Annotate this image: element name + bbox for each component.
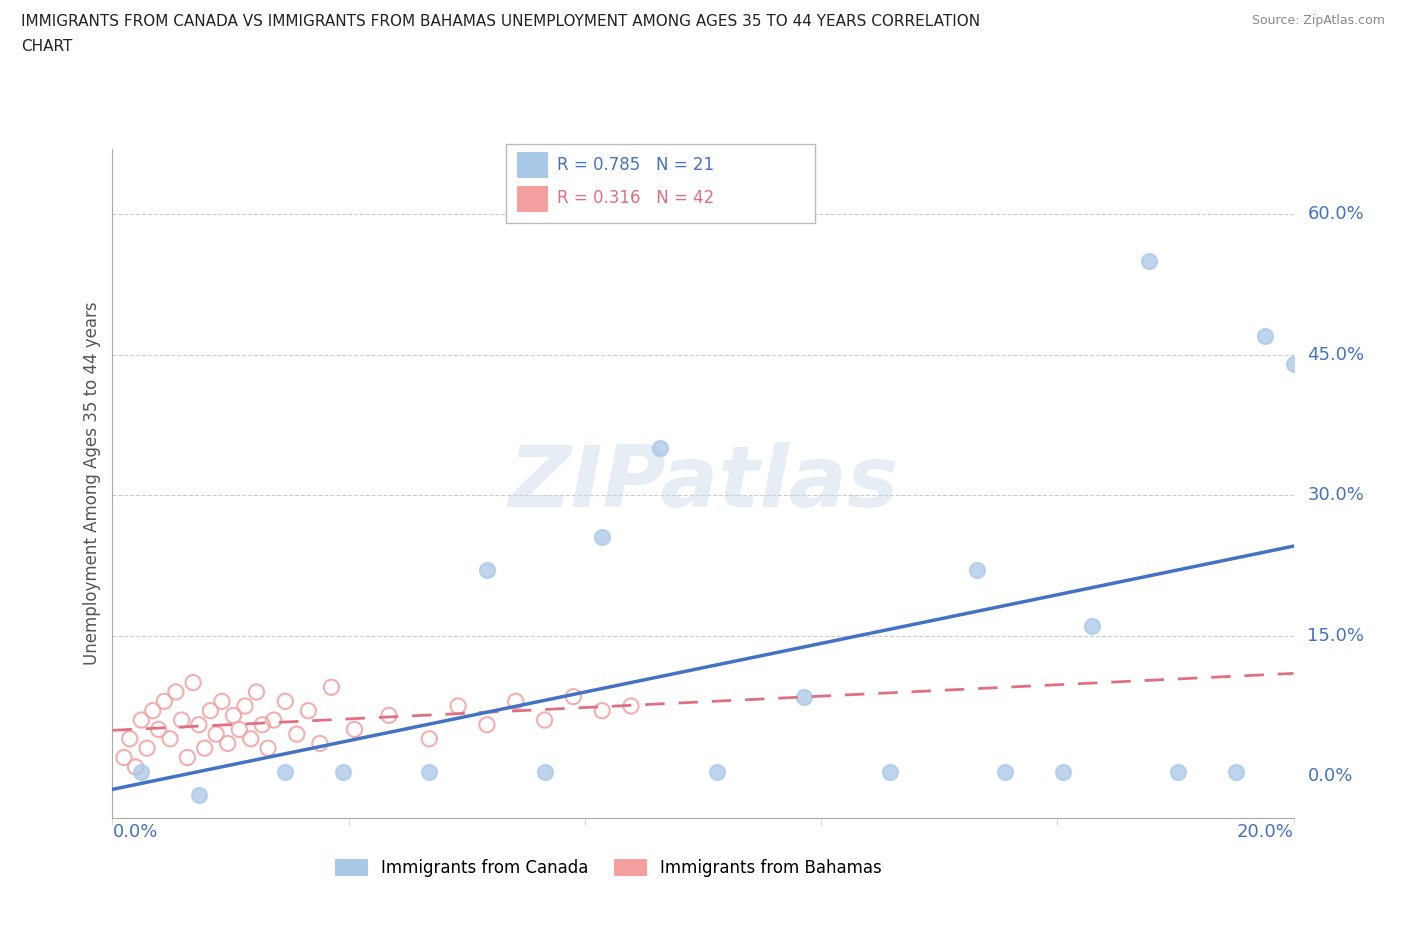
Point — [165, 684, 187, 699]
Point — [297, 703, 319, 718]
Point — [205, 726, 228, 741]
Point — [142, 703, 165, 718]
Point — [112, 751, 135, 765]
Point — [176, 751, 198, 765]
Point — [239, 731, 262, 746]
Text: 30.0%: 30.0% — [1308, 486, 1364, 504]
Text: IMMIGRANTS FROM CANADA VS IMMIGRANTS FROM BAHAMAS UNEMPLOYMENT AMONG AGES 35 TO : IMMIGRANTS FROM CANADA VS IMMIGRANTS FRO… — [21, 14, 980, 29]
Point — [648, 441, 671, 456]
Point — [211, 694, 233, 709]
Text: 20.0%: 20.0% — [1237, 823, 1294, 841]
Point — [994, 764, 1017, 779]
Text: 0.0%: 0.0% — [1308, 767, 1353, 785]
Text: 0.0%: 0.0% — [112, 823, 157, 841]
Point — [418, 731, 440, 746]
Point — [309, 736, 332, 751]
Point — [321, 680, 343, 695]
Text: ZIPatlas: ZIPatlas — [508, 442, 898, 525]
Point — [591, 530, 613, 545]
Text: 15.0%: 15.0% — [1308, 627, 1364, 644]
Point — [153, 694, 176, 709]
Text: R = 0.785   N = 21: R = 0.785 N = 21 — [557, 155, 714, 174]
Point — [447, 698, 470, 713]
Point — [533, 764, 555, 779]
Point — [591, 703, 613, 718]
Text: Source: ZipAtlas.com: Source: ZipAtlas.com — [1251, 14, 1385, 27]
Point — [181, 675, 204, 690]
Legend: Immigrants from Canada, Immigrants from Bahamas: Immigrants from Canada, Immigrants from … — [328, 852, 889, 883]
Point — [505, 694, 527, 709]
Point — [118, 731, 141, 746]
Point — [475, 563, 498, 578]
Point — [263, 712, 285, 727]
Text: 60.0%: 60.0% — [1308, 206, 1364, 223]
Point — [285, 726, 308, 741]
Point — [332, 764, 354, 779]
Point — [222, 708, 245, 723]
Text: CHART: CHART — [21, 39, 73, 54]
Point — [533, 712, 555, 727]
Point — [274, 764, 297, 779]
Point — [1139, 254, 1161, 269]
Point — [200, 703, 222, 718]
Point — [793, 689, 815, 704]
Point — [966, 563, 988, 578]
Point — [274, 694, 297, 709]
Point — [136, 740, 159, 755]
Point — [187, 788, 209, 803]
Point — [159, 731, 181, 746]
Point — [418, 764, 440, 779]
Text: 45.0%: 45.0% — [1308, 346, 1365, 364]
Point — [1254, 328, 1277, 343]
Point — [620, 698, 643, 713]
Point — [228, 722, 250, 737]
Point — [233, 698, 256, 713]
Point — [1052, 764, 1074, 779]
Point — [1225, 764, 1247, 779]
Text: R = 0.316   N = 42: R = 0.316 N = 42 — [557, 189, 714, 207]
Point — [706, 764, 728, 779]
Point — [217, 736, 239, 751]
Point — [1167, 764, 1189, 779]
Point — [124, 760, 146, 775]
Point — [129, 764, 152, 779]
Point — [257, 740, 280, 755]
Point — [879, 764, 901, 779]
Point — [148, 722, 170, 737]
Point — [170, 712, 193, 727]
Point — [129, 712, 152, 727]
Point — [245, 684, 267, 699]
Point — [378, 708, 401, 723]
Point — [343, 722, 366, 737]
Point — [252, 717, 274, 732]
Y-axis label: Unemployment Among Ages 35 to 44 years: Unemployment Among Ages 35 to 44 years — [83, 302, 101, 665]
Point — [1081, 619, 1104, 634]
Point — [187, 717, 209, 732]
Point — [475, 717, 498, 732]
Point — [194, 740, 217, 755]
Point — [562, 689, 585, 704]
Point — [1282, 357, 1305, 372]
